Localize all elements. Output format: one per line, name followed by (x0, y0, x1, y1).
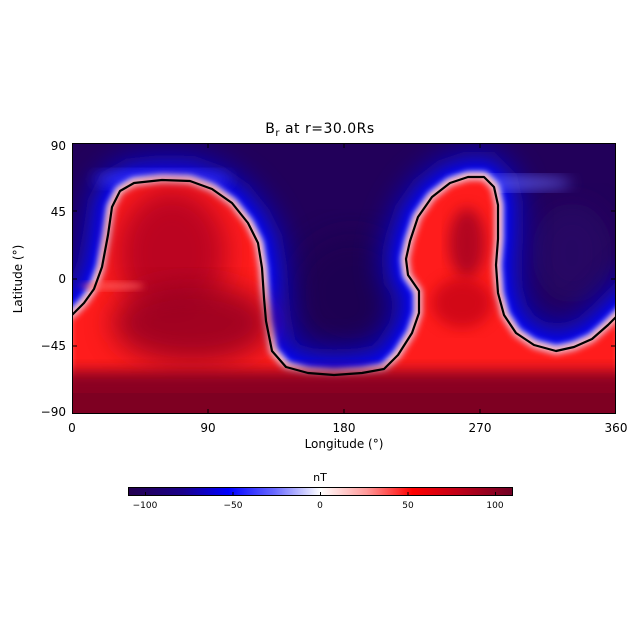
zero-contour-line (72, 175, 616, 377)
y-tick-label: 90 (50, 139, 66, 153)
colorbar-tick-label: 0 (317, 501, 323, 511)
x-tick-label: 270 (468, 421, 492, 435)
colorbar-tick-label: −50 (223, 501, 243, 511)
x-axis-label: Longitude (°) (304, 437, 384, 451)
y-tick-label: −45 (40, 339, 66, 353)
y-tick-label: −90 (40, 405, 66, 419)
colorbar-ticks (145, 492, 496, 496)
chart-title: Br at r=30.0Rs (265, 121, 375, 139)
heatmap-plot (72, 143, 616, 414)
colorbar-title: nT (313, 471, 327, 484)
x-tick-label: 360 (604, 421, 628, 435)
y-tick-label: 45 (50, 205, 66, 219)
x-tick-label: 90 (200, 421, 216, 435)
y-tick-label: 0 (58, 272, 66, 286)
colorbar-tick-label: 100 (486, 501, 504, 511)
colorbar-tick-label: −100 (132, 501, 158, 511)
x-tick-label: 0 (68, 421, 76, 435)
colorbar-tick-label: 50 (402, 501, 414, 511)
x-tick-label: 180 (332, 421, 356, 435)
y-axis-label: Latitude (°) (11, 244, 25, 314)
